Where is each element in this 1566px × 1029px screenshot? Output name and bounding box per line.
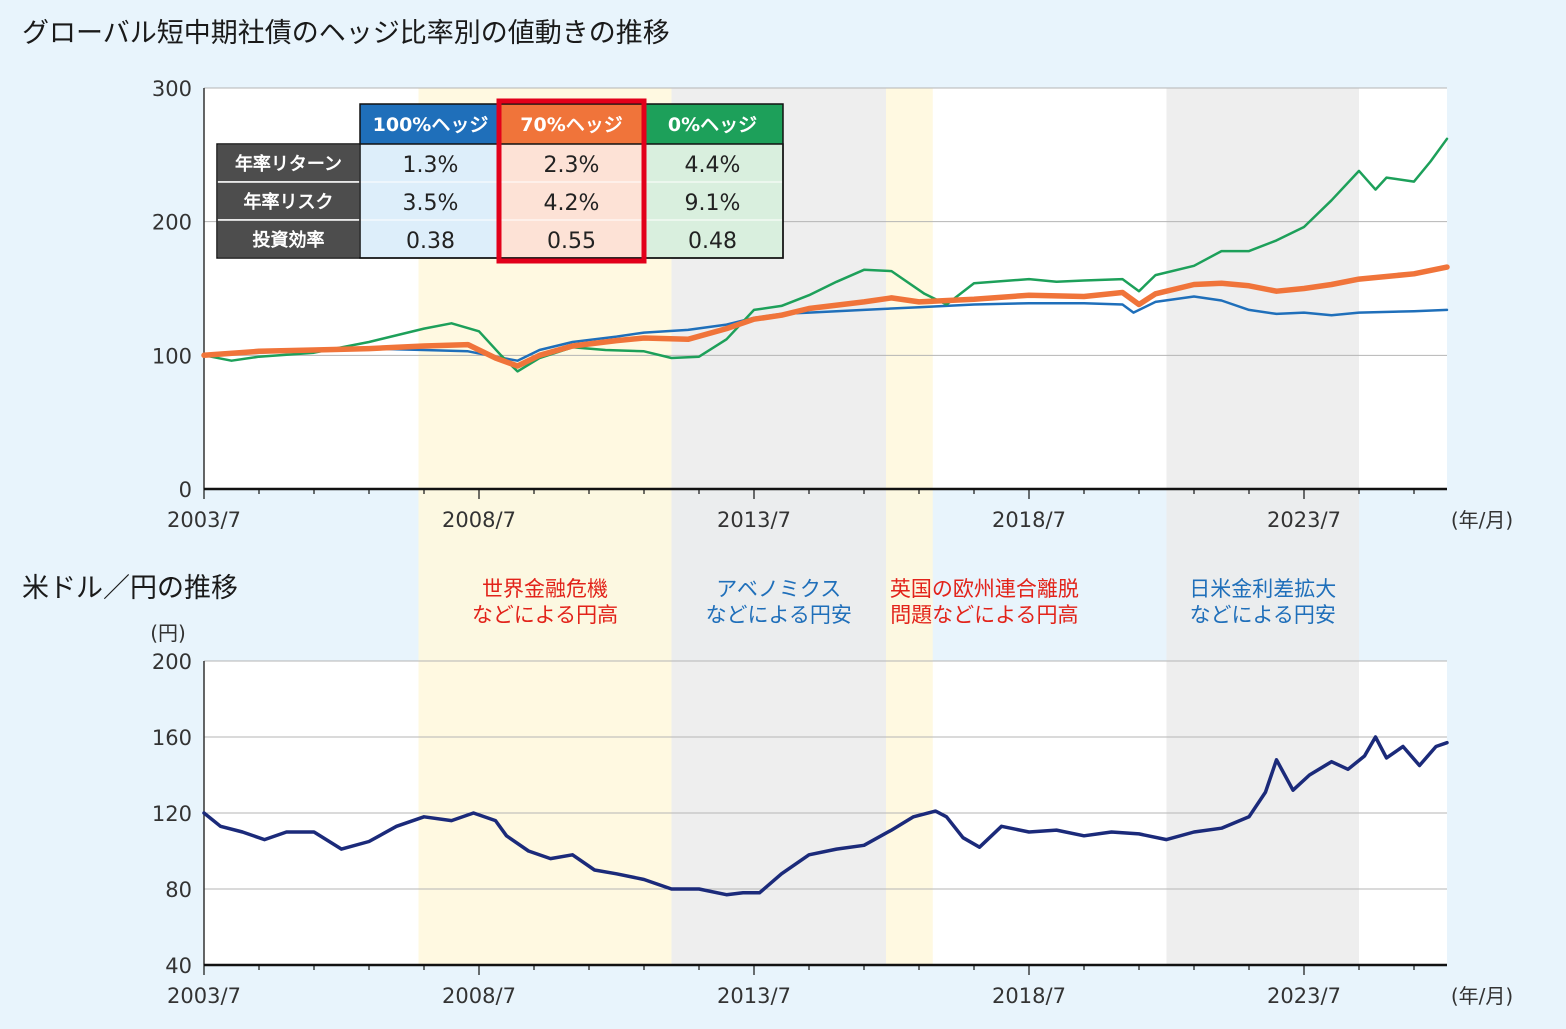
period-label-2-line2: などによる円安 — [706, 603, 852, 627]
table-cell-value: 0.55 — [547, 229, 596, 254]
period-band-3 — [886, 88, 933, 965]
table-col-header-label: 0%ヘッジ — [668, 114, 757, 136]
x-tick-label: 2013/7 — [717, 508, 791, 532]
table-row-label: 年率リターン — [235, 153, 342, 175]
x-tick-label: 2008/7 — [442, 984, 516, 1008]
period-label-2: アベノミクス — [716, 577, 841, 601]
table-cell — [359, 143, 502, 183]
table-row-header — [216, 219, 361, 259]
period-label-1: 世界金融危機 — [482, 577, 608, 601]
x-tick-label: 2023/7 — [1267, 508, 1341, 532]
x-unit-label: (年/月) — [1451, 984, 1513, 1008]
y-tick-label: 0 — [179, 478, 192, 502]
period-label-3: 英国の欧州連合離脱 — [890, 577, 1079, 601]
period-label-1-line2: などによる円高 — [472, 603, 618, 627]
x-tick-label: 2023/7 — [1267, 984, 1341, 1008]
table-col-header-3 — [642, 104, 783, 144]
period-label-4: 日米金利差拡大 — [1189, 577, 1336, 601]
table-cell-value: 0.48 — [688, 229, 737, 254]
chart-title-usdjpy: 米ドル／円の推移 — [22, 573, 238, 604]
table-cell — [359, 219, 502, 259]
table-cell — [641, 219, 784, 259]
table-col-header-label: 70%ヘッジ — [520, 114, 622, 136]
table-col-header-label: 100%ヘッジ — [373, 114, 489, 136]
table-cell-value: 9.1% — [685, 191, 741, 216]
x-tick-label: 2003/7 — [167, 508, 241, 532]
table-col-header-2 — [501, 104, 642, 144]
table-row-header — [216, 181, 361, 221]
period-label-4-line2: などによる円安 — [1190, 603, 1336, 627]
y-tick-label: 300 — [152, 77, 192, 101]
y-tick-label: 80 — [165, 878, 192, 902]
y-tick-label: 120 — [152, 802, 192, 826]
y-tick-label: 40 — [165, 954, 192, 978]
table-cell — [641, 181, 784, 221]
x-tick-label: 2008/7 — [442, 508, 516, 532]
series-line-0%ヘッジ — [202, 137, 1449, 373]
y-unit-label: (円) — [150, 621, 186, 645]
plot-area-hedge: 0 100 200 300 2003/7 2008/7 2013/7 2018/7 2023/7… — [152, 77, 1513, 532]
x-unit-label: (年/月) — [1451, 508, 1513, 532]
x-tick-label: 2013/7 — [717, 984, 791, 1008]
series-line-70%ヘッジ — [201, 264, 1450, 369]
chart-title-hedge: グローバル短中期社債のヘッジ比率別の値動きの推移 — [22, 18, 670, 49]
table-row-label: 投資効率 — [253, 229, 325, 251]
table-cell-value: 4.2% — [544, 191, 600, 216]
plot-area-usdjpy: 40 80 120 160 200 2003/7 2008/7 2013/7 2018/7 202… — [152, 650, 1513, 1008]
period-label-3-line2: 問題などによる円高 — [890, 603, 1078, 627]
table-row-label: 年率リスク — [244, 191, 334, 213]
table-cell-value: 4.4% — [685, 153, 741, 178]
table-cell-value: 3.5% — [403, 191, 459, 216]
y-tick-label: 200 — [152, 211, 192, 235]
y-tick-label: 160 — [152, 726, 192, 750]
table-cell-value: 0.38 — [406, 229, 455, 254]
y-tick-label: 100 — [152, 344, 192, 368]
table-frame-top — [359, 103, 784, 259]
y-tick-label: 200 — [152, 650, 192, 674]
table-highlight-70 — [496, 98, 647, 264]
x-tick-label: 2018/7 — [992, 508, 1066, 532]
table-col-header-1 — [360, 104, 501, 144]
x-tick-label: 2018/7 — [992, 984, 1066, 1008]
period-labels: 世界金融危機などによる円高アベノミクスなどによる円安英国の欧州連合離脱問題などに… — [472, 577, 1336, 627]
table-cell-value: 1.3% — [403, 153, 459, 178]
series-line-1 — [202, 735, 1449, 897]
period-band-4 — [1166, 88, 1359, 965]
x-tick-label: 2003/7 — [167, 984, 241, 1008]
table-cell-value: 2.3% — [544, 153, 600, 178]
